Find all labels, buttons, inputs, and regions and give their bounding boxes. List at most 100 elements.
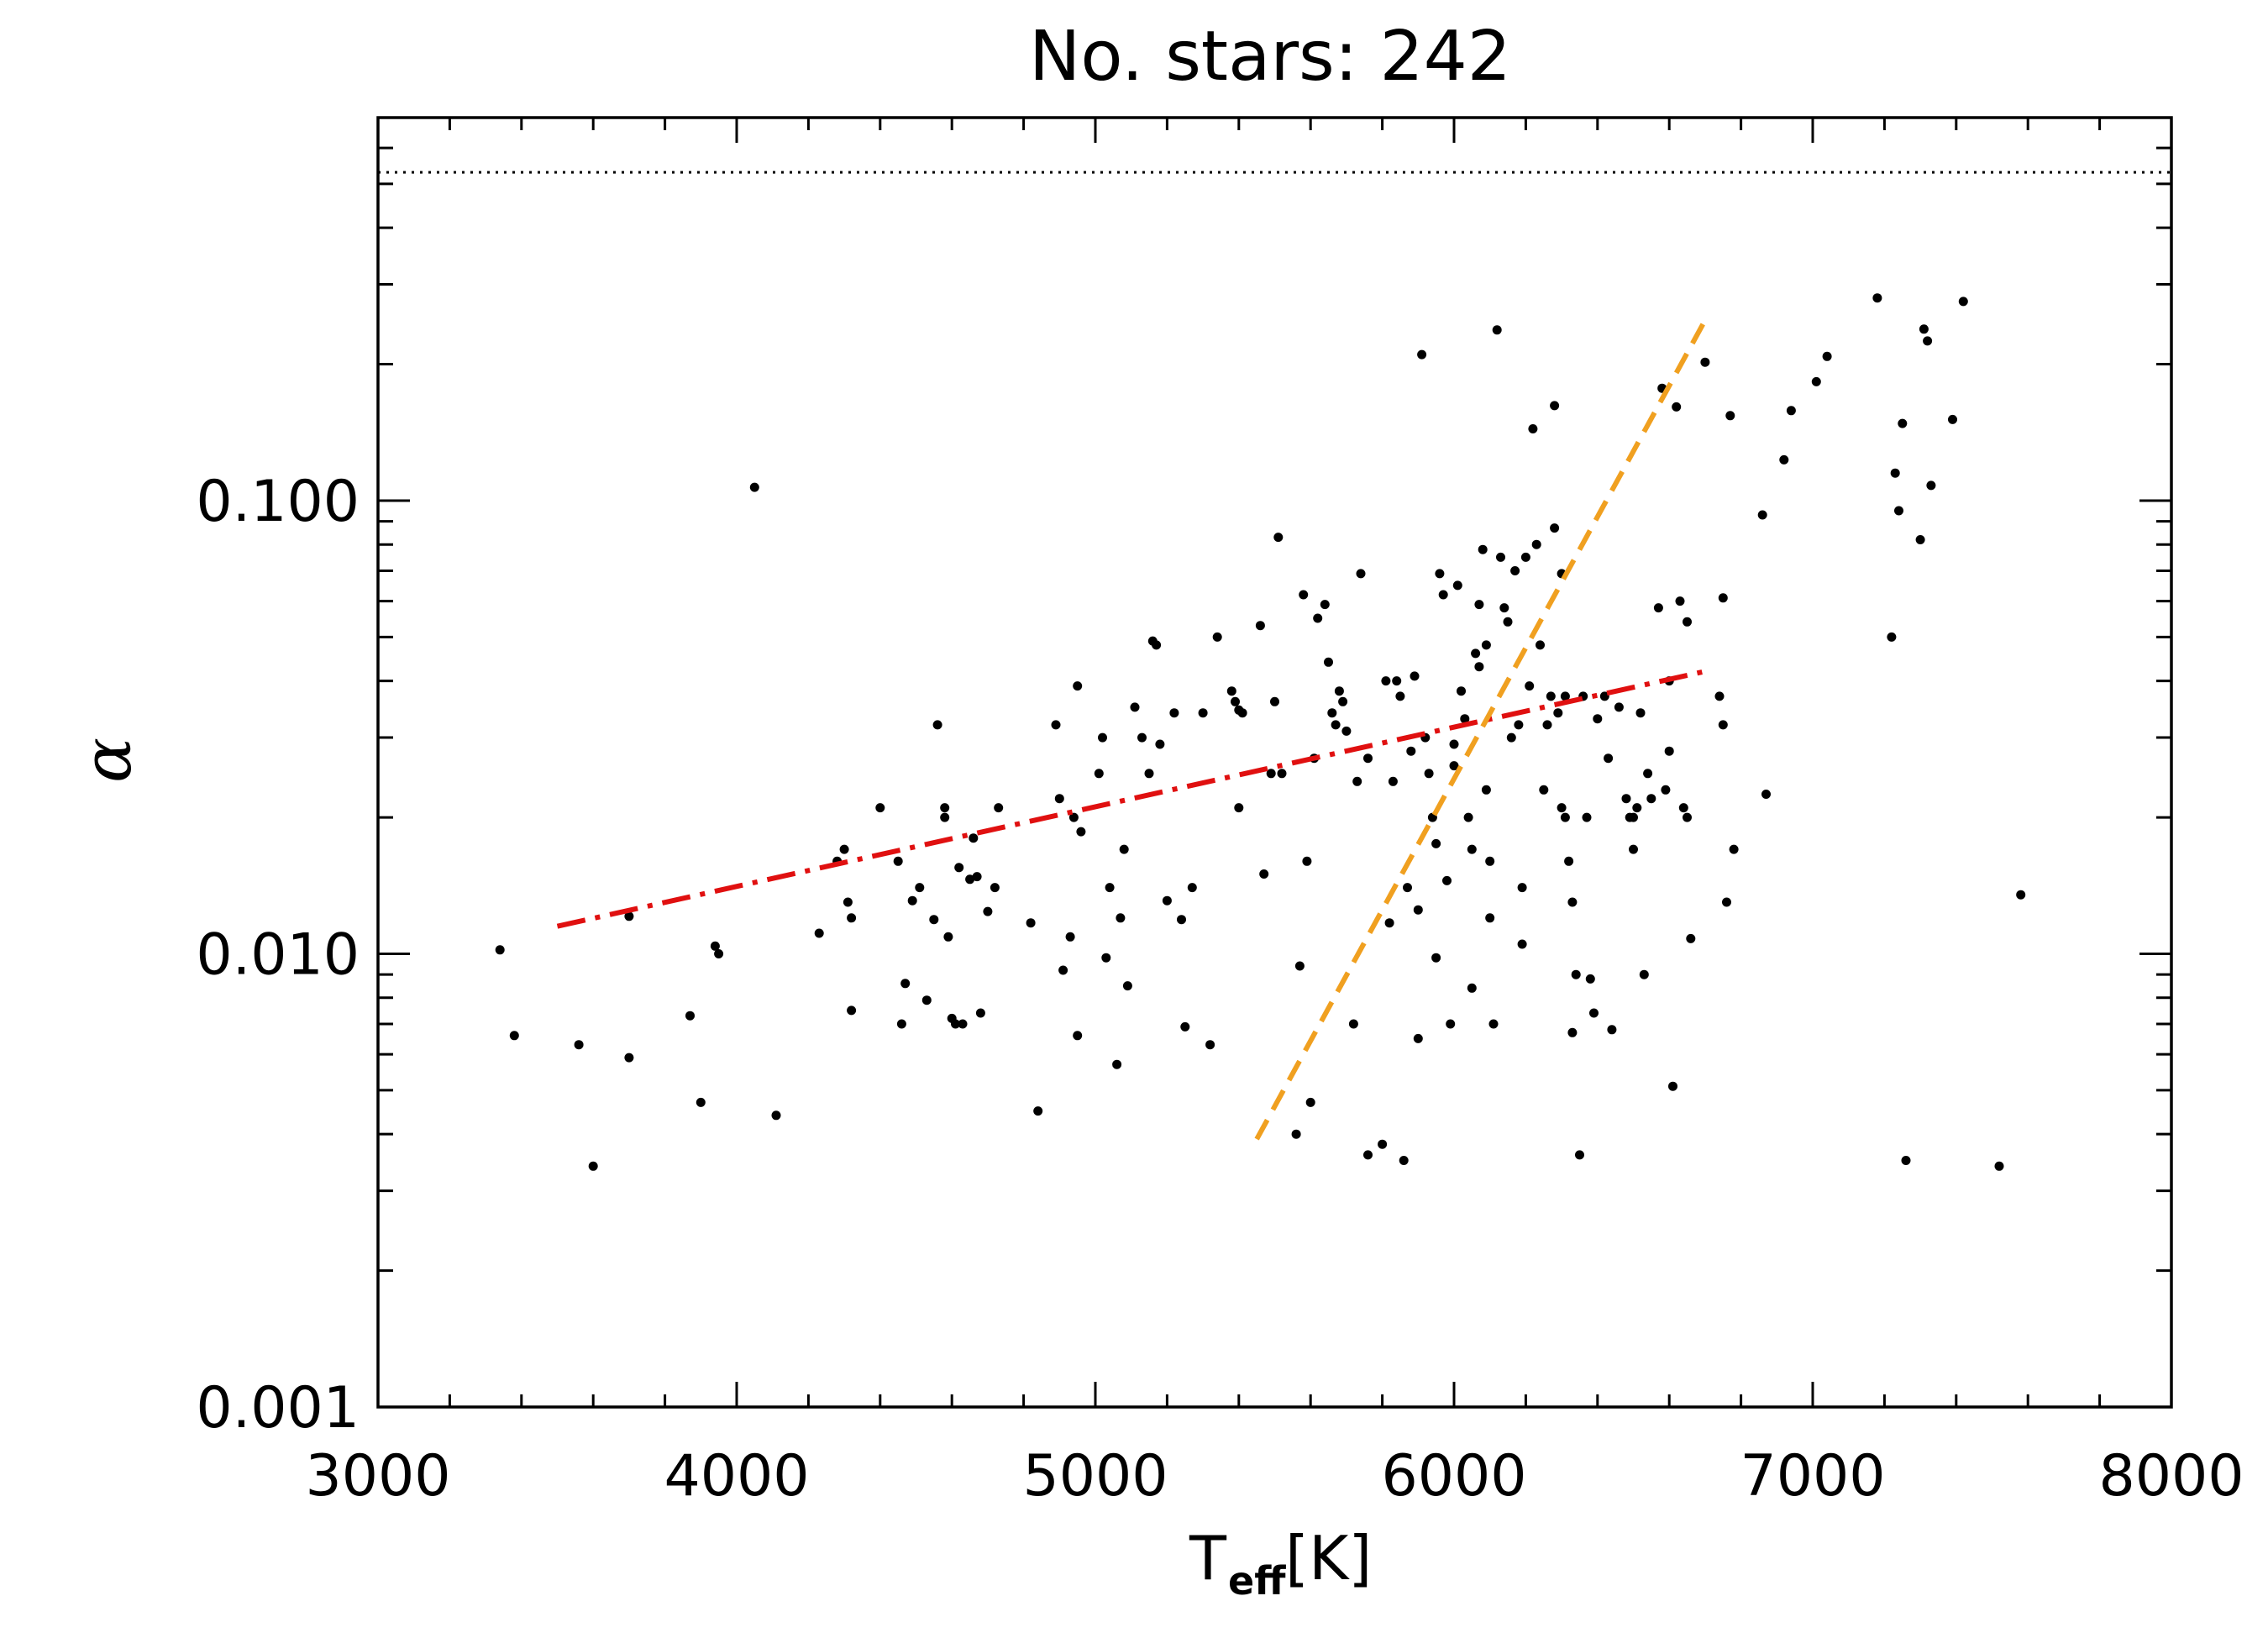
data-point <box>2016 890 2026 900</box>
data-point <box>1517 939 1527 949</box>
data-point <box>1632 803 1642 813</box>
data-point <box>1488 1019 1499 1029</box>
data-point <box>1291 1129 1301 1139</box>
data-point <box>1177 915 1186 925</box>
data-point <box>1068 812 1079 822</box>
data-point <box>1653 603 1663 613</box>
data-point <box>1237 708 1247 718</box>
data-point <box>1496 552 1505 562</box>
data-point <box>1714 691 1725 701</box>
data-point <box>1718 720 1728 730</box>
data-point <box>1234 803 1244 813</box>
data-point <box>1452 580 1462 591</box>
data-point <box>1604 753 1614 764</box>
data-point <box>1525 681 1535 691</box>
data-point <box>1571 969 1581 979</box>
data-point <box>1054 794 1064 804</box>
data-point <box>1550 523 1560 533</box>
data-point <box>1614 702 1624 712</box>
data-point <box>1517 883 1527 893</box>
data-point <box>1255 621 1265 631</box>
data-point <box>1320 600 1330 610</box>
data-point <box>1948 414 1957 424</box>
data-point <box>1560 812 1570 822</box>
data-point <box>1550 401 1560 411</box>
data-point <box>1607 1025 1617 1035</box>
data-point <box>624 1053 634 1063</box>
data-point <box>1399 1156 1409 1165</box>
data-point <box>1187 883 1197 893</box>
data-point <box>1672 402 1682 412</box>
data-point <box>1098 732 1107 743</box>
data-point <box>1661 785 1671 795</box>
data-point <box>1686 933 1696 943</box>
data-point <box>1471 648 1481 659</box>
data-point <box>1890 468 1900 478</box>
data-point <box>1313 613 1323 623</box>
data-point <box>710 941 720 951</box>
y-tick-label: 0.010 <box>196 921 360 988</box>
data-point <box>1073 681 1083 691</box>
data-point <box>1499 603 1509 613</box>
data-point <box>954 863 964 873</box>
data-point <box>1639 969 1649 979</box>
data-point <box>1205 1040 1215 1050</box>
data-point <box>1065 932 1075 942</box>
data-point <box>940 812 950 822</box>
data-point <box>1226 686 1236 696</box>
data-point <box>893 856 903 866</box>
data-point <box>1668 1081 1677 1091</box>
data-point <box>1757 510 1767 520</box>
data-point <box>1901 1156 1911 1165</box>
data-point <box>1675 596 1685 606</box>
data-point <box>1341 726 1352 736</box>
data-point <box>1431 953 1441 963</box>
data-point <box>1327 708 1337 718</box>
data-point <box>1334 686 1344 696</box>
x-tick-label: 3000 <box>305 1443 450 1509</box>
data-point <box>915 883 925 893</box>
data-point <box>1560 691 1570 701</box>
data-point <box>1076 827 1086 837</box>
data-point <box>1413 1033 1423 1043</box>
data-point <box>1026 918 1036 928</box>
data-point <box>951 1019 960 1029</box>
data-point <box>1410 671 1420 681</box>
data-point <box>1212 632 1222 642</box>
x-tick-label: 7000 <box>1740 1443 1885 1509</box>
data-point <box>1467 983 1477 993</box>
data-point <box>1593 714 1603 724</box>
x-axis-label: T eff [K] <box>1189 1523 1372 1604</box>
data-point <box>1599 691 1609 701</box>
data-point <box>994 803 1004 813</box>
data-point <box>1722 897 1731 907</box>
x-tick-label: 6000 <box>1381 1443 1526 1509</box>
data-point <box>900 979 911 989</box>
data-point <box>1331 720 1341 730</box>
data-point <box>1449 761 1459 771</box>
data-point <box>975 1008 985 1018</box>
data-point <box>875 803 885 813</box>
data-point <box>1449 739 1459 749</box>
data-point <box>843 897 853 907</box>
data-point <box>1872 293 1882 303</box>
data-point <box>1725 411 1735 421</box>
data-point <box>1388 776 1398 786</box>
data-point <box>1155 739 1165 749</box>
data-point <box>1589 1008 1599 1018</box>
data-point <box>1463 812 1473 822</box>
data-point <box>1629 812 1638 822</box>
data-point <box>1130 702 1140 712</box>
data-point <box>847 913 857 923</box>
data-point <box>1381 676 1391 686</box>
data-point <box>1564 856 1574 866</box>
data-point <box>1460 714 1470 724</box>
x-tick-label: 8000 <box>2098 1443 2244 1509</box>
data-point <box>1073 1031 1083 1041</box>
data-point <box>1923 336 1933 346</box>
data-point <box>1786 406 1796 416</box>
data-point <box>1294 961 1305 971</box>
data-point <box>1531 539 1541 549</box>
data-point <box>907 895 917 906</box>
data-point <box>1621 794 1631 804</box>
